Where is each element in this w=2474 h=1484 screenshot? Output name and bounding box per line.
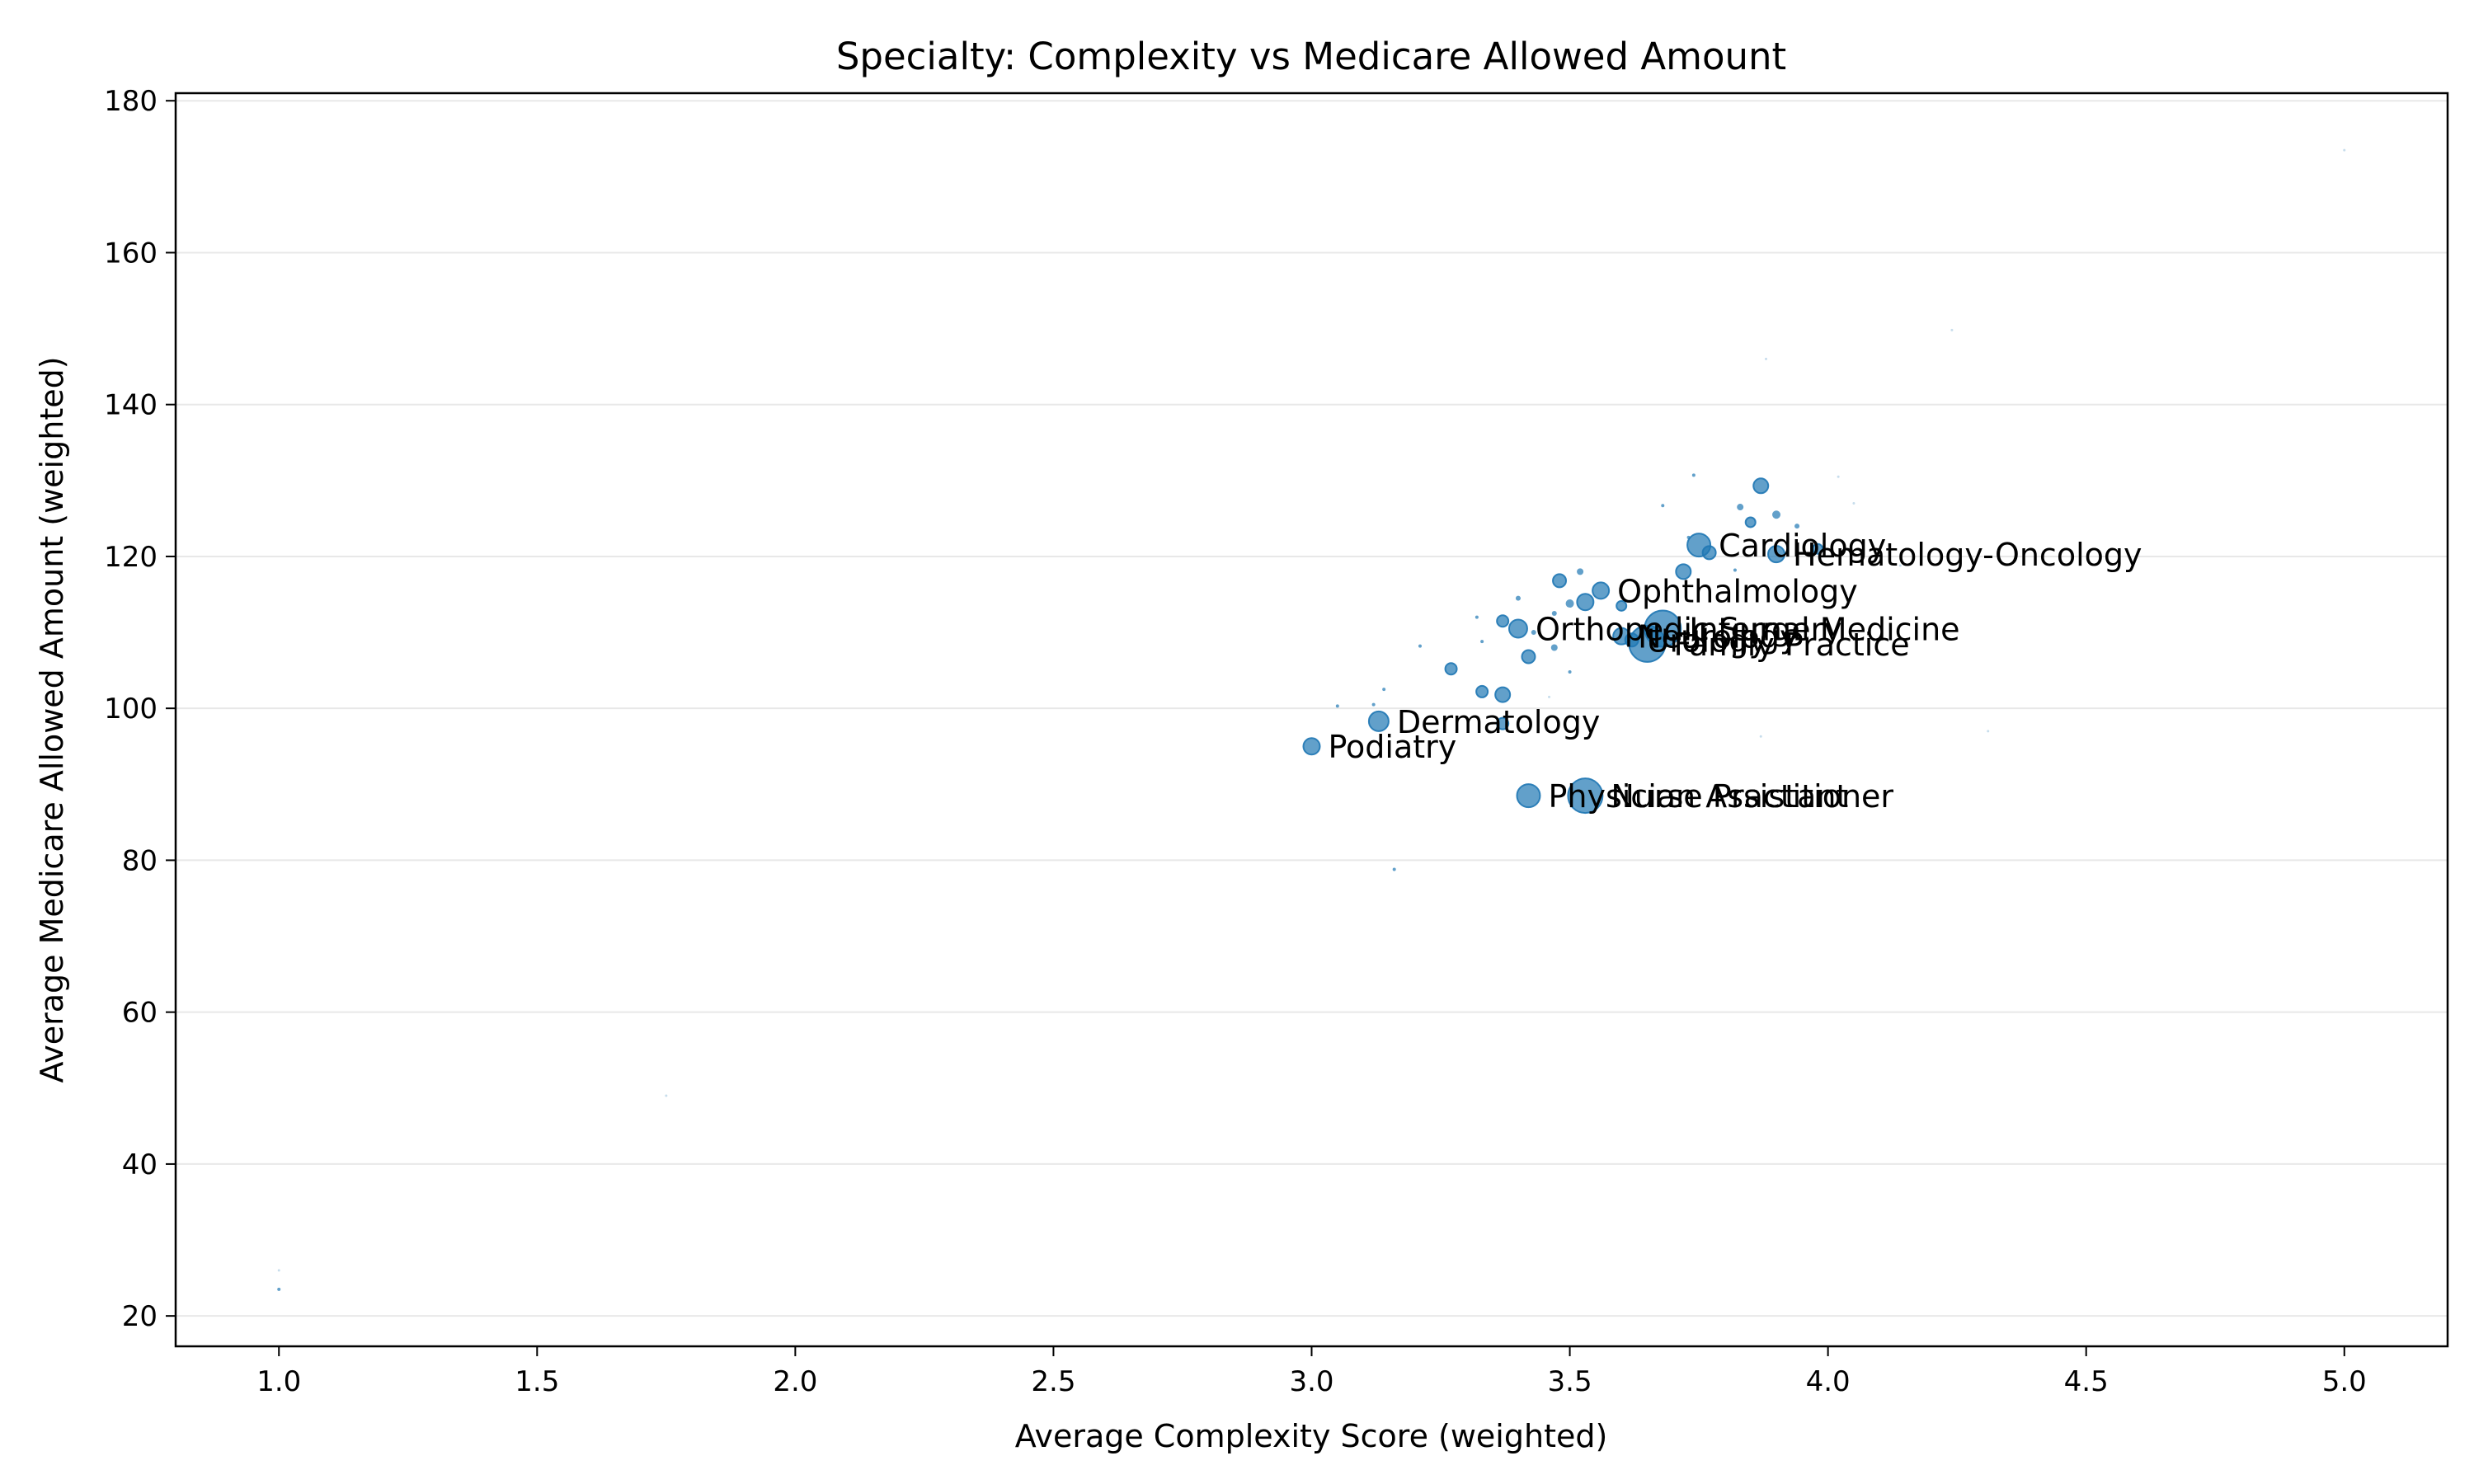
x-tick-label: 3.0 bbox=[1289, 1365, 1333, 1398]
data-point bbox=[1551, 611, 1557, 617]
data-point bbox=[1382, 688, 1386, 692]
data-point bbox=[1496, 614, 1510, 628]
data-point bbox=[1475, 615, 1479, 619]
data-point bbox=[1494, 686, 1512, 703]
data-point bbox=[1759, 735, 1762, 738]
y-tick-label: 160 bbox=[104, 237, 158, 270]
data-point bbox=[1767, 545, 1786, 564]
data-point bbox=[1616, 599, 1628, 612]
data-point bbox=[1701, 545, 1717, 561]
data-point bbox=[1521, 649, 1536, 665]
data-point bbox=[1302, 737, 1321, 756]
x-tick-label: 4.5 bbox=[2064, 1365, 2109, 1398]
data-point-label: Urology bbox=[1647, 622, 1767, 659]
data-point bbox=[1644, 609, 1682, 648]
y-tick-label: 80 bbox=[122, 844, 158, 877]
data-point-label: Ophthalmology bbox=[1617, 573, 1858, 609]
data-point bbox=[277, 1287, 281, 1291]
y-tick-label: 100 bbox=[104, 693, 158, 726]
x-tick-label: 4.0 bbox=[1806, 1365, 1851, 1398]
data-point-label: Internal Medicine bbox=[1689, 611, 1959, 647]
data-point bbox=[1686, 535, 1691, 539]
data-point-label: Hematology-Oncology bbox=[1793, 537, 2142, 573]
data-point bbox=[1987, 730, 1990, 733]
data-point-label: Physician Assistant bbox=[1548, 778, 1848, 815]
data-point bbox=[1733, 568, 1737, 572]
data-point bbox=[1577, 568, 1584, 575]
data-point bbox=[1496, 716, 1510, 730]
x-tick-label: 5.0 bbox=[2322, 1365, 2367, 1398]
data-point bbox=[1568, 669, 1572, 674]
y-axis-label: Average Medicare Allowed Amount (weighte… bbox=[34, 356, 70, 1082]
data-point bbox=[1744, 516, 1757, 528]
data-point bbox=[1691, 473, 1696, 477]
data-point-label: Orthopedic Surgery bbox=[1536, 611, 1842, 647]
data-point bbox=[1567, 777, 1604, 815]
data-point bbox=[1507, 618, 1528, 639]
data-point bbox=[1752, 477, 1770, 495]
data-point bbox=[1576, 593, 1595, 612]
data-point bbox=[1765, 357, 1767, 360]
data-point bbox=[1852, 501, 1856, 505]
data-points bbox=[277, 148, 2346, 1291]
data-point bbox=[1392, 867, 1396, 871]
data-point-label: Nurse Practitioner bbox=[1611, 778, 1893, 815]
data-point bbox=[1335, 704, 1339, 708]
data-point bbox=[1444, 662, 1458, 676]
data-point bbox=[277, 1269, 280, 1272]
x-tick-label: 2.5 bbox=[1031, 1365, 1075, 1398]
data-point bbox=[1550, 644, 1558, 651]
data-point bbox=[1548, 695, 1551, 698]
data-point bbox=[1480, 640, 1484, 644]
y-tick-label: 140 bbox=[104, 389, 158, 422]
x-tick-label: 1.5 bbox=[515, 1365, 559, 1398]
data-point-label: Neurology bbox=[1638, 619, 1798, 655]
y-tick-label: 60 bbox=[122, 997, 158, 1030]
chart-title: Specialty: Complexity vs Medicare Allowe… bbox=[836, 35, 1786, 78]
data-point bbox=[2343, 148, 2346, 152]
data-point bbox=[665, 1094, 668, 1097]
data-point bbox=[1516, 783, 1541, 809]
gridlines bbox=[176, 100, 2448, 1317]
data-point bbox=[1772, 510, 1781, 519]
x-tick-label: 3.5 bbox=[1548, 1365, 1592, 1398]
data-point bbox=[1675, 563, 1692, 580]
data-point bbox=[1371, 702, 1376, 707]
data-point bbox=[1812, 542, 1824, 555]
data-point bbox=[1552, 573, 1568, 589]
data-point bbox=[1592, 581, 1611, 600]
y-tick-label: 20 bbox=[122, 1300, 158, 1333]
data-point bbox=[1418, 644, 1422, 648]
data-point bbox=[1515, 595, 1521, 601]
data-point bbox=[1737, 504, 1744, 511]
data-point bbox=[1661, 504, 1665, 508]
data-point-label: Podiatry bbox=[1329, 729, 1457, 765]
data-point-label: Dermatology bbox=[1397, 704, 1600, 740]
data-point bbox=[1950, 328, 1954, 331]
y-axis-ticks: 20 40 60 80 100 120 140 160 180 bbox=[104, 85, 176, 1333]
data-point bbox=[1367, 710, 1390, 732]
y-tick-label: 120 bbox=[104, 541, 158, 574]
x-axis-ticks: 1.0 1.5 2.0 2.5 3.0 3.5 4.0 4.5 5.0 bbox=[256, 1346, 2367, 1398]
x-tick-label: 1.0 bbox=[256, 1365, 301, 1398]
data-point bbox=[1475, 684, 1489, 698]
data-point-label: Cardiology bbox=[1719, 528, 1886, 564]
data-point bbox=[1837, 475, 1840, 478]
y-tick-label: 180 bbox=[104, 85, 158, 118]
data-point bbox=[1794, 524, 1800, 529]
data-point bbox=[1531, 630, 1536, 636]
data-point bbox=[1624, 632, 1639, 648]
data-point-label: Family Practice bbox=[1673, 627, 1909, 663]
x-axis-label: Average Complexity Score (weighted) bbox=[1015, 1418, 1608, 1454]
x-tick-label: 2.0 bbox=[773, 1365, 817, 1398]
y-tick-label: 40 bbox=[122, 1148, 158, 1181]
data-point bbox=[1565, 599, 1574, 608]
data-point bbox=[1898, 564, 1902, 567]
